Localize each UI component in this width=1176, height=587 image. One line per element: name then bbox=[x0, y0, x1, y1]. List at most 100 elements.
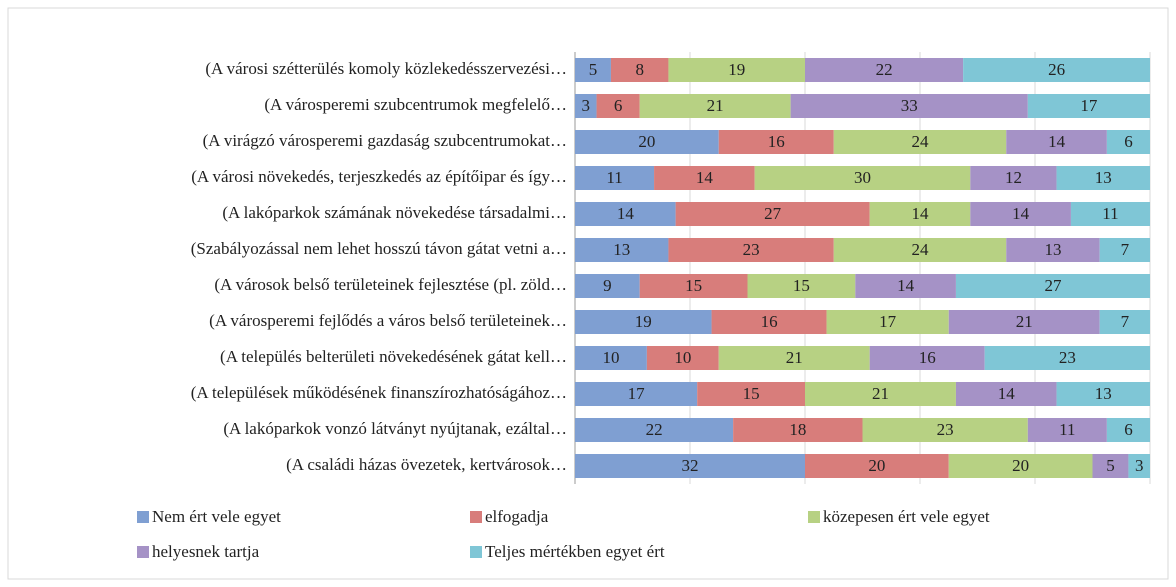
bar-segment bbox=[639, 94, 791, 118]
data-label: 17 bbox=[628, 384, 646, 403]
data-label: 13 bbox=[1095, 168, 1112, 187]
bar-segment bbox=[575, 310, 712, 334]
bar-segment bbox=[1027, 94, 1150, 118]
data-label: 14 bbox=[897, 276, 915, 295]
bar-segment bbox=[1092, 454, 1129, 478]
data-label: 6 bbox=[1124, 420, 1133, 439]
bar-segment bbox=[646, 346, 719, 370]
bar-segment bbox=[1128, 454, 1150, 478]
bar-segment bbox=[963, 58, 1150, 82]
bar-segment bbox=[833, 130, 1007, 154]
category-label: (A városi növekedés, terjeszkedés az épí… bbox=[191, 167, 567, 186]
bar-segment bbox=[869, 202, 971, 226]
bar-segment bbox=[955, 274, 1150, 298]
legend-swatch bbox=[137, 511, 149, 523]
category-label: (A városi szétterülés komoly közlekedéss… bbox=[205, 59, 567, 78]
bar-segment bbox=[711, 310, 827, 334]
data-label: 14 bbox=[1048, 132, 1066, 151]
bar-segment bbox=[747, 274, 856, 298]
bar-segment bbox=[805, 382, 956, 406]
data-label: 19 bbox=[635, 312, 652, 331]
data-label: 6 bbox=[614, 96, 623, 115]
bar-segment bbox=[575, 202, 676, 226]
bar-segment bbox=[668, 238, 834, 262]
data-label: 20 bbox=[638, 132, 655, 151]
legend-label: közepesen ért vele egyet bbox=[823, 507, 990, 526]
data-label: 24 bbox=[912, 240, 930, 259]
data-label: 3 bbox=[1135, 456, 1144, 475]
data-label: 20 bbox=[868, 456, 885, 475]
legend-label: helyesnek tartja bbox=[152, 542, 260, 561]
bar-segment bbox=[805, 58, 964, 82]
data-label: 15 bbox=[685, 276, 702, 295]
data-label: 33 bbox=[901, 96, 918, 115]
bar-segment bbox=[1056, 166, 1150, 190]
data-label: 12 bbox=[1005, 168, 1022, 187]
bar-segment bbox=[575, 130, 719, 154]
category-label: (A városperemi fejlődés a város belső te… bbox=[209, 311, 567, 330]
data-label: 14 bbox=[912, 204, 930, 223]
bar-segment bbox=[675, 202, 870, 226]
bar-segment bbox=[575, 94, 597, 118]
bar-segment bbox=[984, 346, 1150, 370]
data-label: 7 bbox=[1121, 312, 1130, 331]
bar-segment bbox=[862, 418, 1028, 442]
bar-segment bbox=[970, 166, 1057, 190]
data-label: 6 bbox=[1124, 132, 1133, 151]
category-label: (A lakóparkok számának növekedése társad… bbox=[222, 203, 567, 222]
bar-segment bbox=[575, 274, 640, 298]
bar-segment bbox=[575, 454, 805, 478]
legend-swatch bbox=[470, 546, 482, 558]
data-label: 7 bbox=[1121, 240, 1130, 259]
data-label: 24 bbox=[912, 132, 930, 151]
bar-segment bbox=[1027, 418, 1107, 442]
data-label: 23 bbox=[743, 240, 760, 259]
data-label: 21 bbox=[786, 348, 803, 367]
bar-segment bbox=[948, 310, 1100, 334]
bar-segment bbox=[575, 346, 647, 370]
bar-segment bbox=[610, 58, 669, 82]
data-label: 20 bbox=[1012, 456, 1029, 475]
data-label: 21 bbox=[1016, 312, 1033, 331]
bar-segment bbox=[970, 202, 1071, 226]
bar-segment bbox=[826, 310, 949, 334]
bar-segment bbox=[668, 58, 805, 82]
category-label: (A lakóparkok vonzó látványt nyújtanak, … bbox=[223, 419, 567, 438]
data-label: 18 bbox=[789, 420, 806, 439]
data-label: 22 bbox=[646, 420, 663, 439]
data-label: 9 bbox=[603, 276, 612, 295]
legend-label: Nem ért vele egyet bbox=[152, 507, 281, 526]
category-label: (A település belterületi növekedésének g… bbox=[220, 347, 567, 366]
bar-segment bbox=[1006, 238, 1100, 262]
data-label: 26 bbox=[1048, 60, 1065, 79]
legend-swatch bbox=[470, 511, 482, 523]
bar-segment bbox=[869, 346, 985, 370]
data-label: 16 bbox=[761, 312, 778, 331]
data-label: 5 bbox=[1106, 456, 1115, 475]
data-label: 22 bbox=[876, 60, 893, 79]
bar-segment bbox=[697, 382, 805, 406]
bar-segment bbox=[1056, 382, 1150, 406]
data-label: 19 bbox=[728, 60, 745, 79]
data-label: 14 bbox=[998, 384, 1016, 403]
data-label: 13 bbox=[1044, 240, 1061, 259]
data-label: 8 bbox=[635, 60, 644, 79]
data-label: 3 bbox=[582, 96, 591, 115]
data-label: 30 bbox=[854, 168, 871, 187]
data-label: 27 bbox=[1044, 276, 1062, 295]
data-label: 5 bbox=[589, 60, 598, 79]
legend-swatch bbox=[137, 546, 149, 558]
bar-segment bbox=[733, 418, 863, 442]
bar-segment bbox=[718, 346, 870, 370]
bar-segment bbox=[1106, 130, 1150, 154]
data-label: 14 bbox=[1012, 204, 1030, 223]
bar-segment bbox=[855, 274, 956, 298]
legend-label: elfogadja bbox=[485, 507, 549, 526]
bar-segment bbox=[654, 166, 755, 190]
category-label: (A családi házas övezetek, kertvárosok… bbox=[286, 455, 567, 474]
bar-segment bbox=[833, 238, 1007, 262]
bar-segment bbox=[1006, 130, 1107, 154]
bar-segment bbox=[575, 238, 669, 262]
bar-segment bbox=[754, 166, 971, 190]
